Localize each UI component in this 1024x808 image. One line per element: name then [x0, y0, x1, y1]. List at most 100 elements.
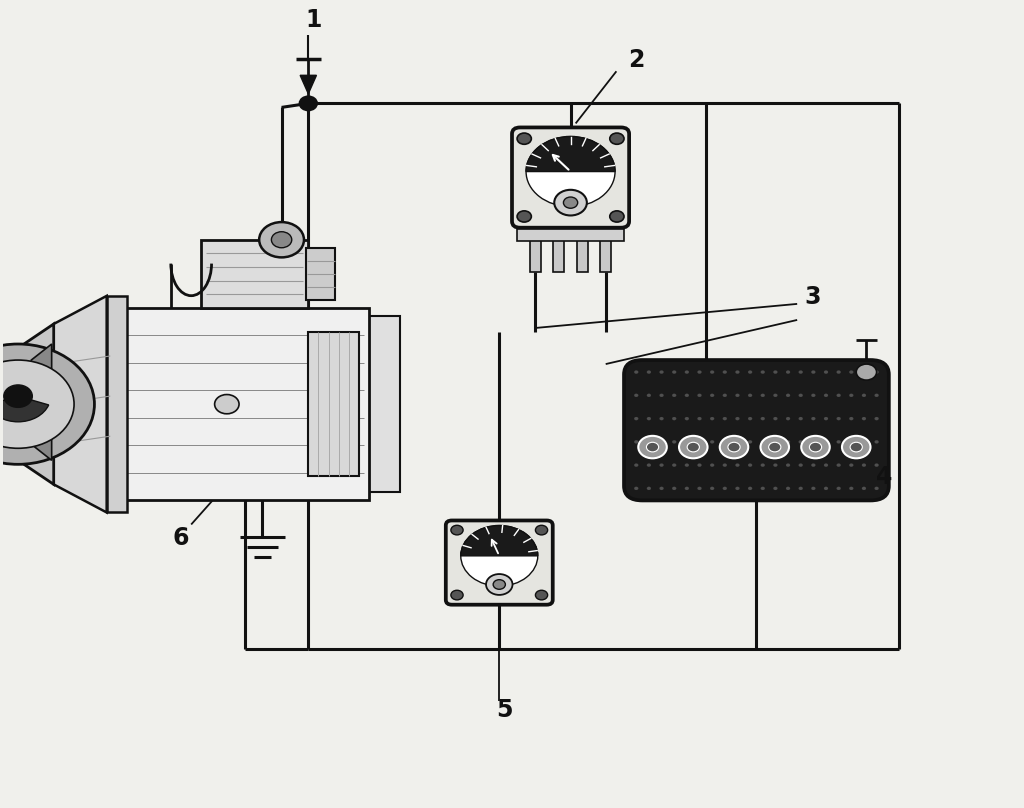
Circle shape: [728, 442, 740, 452]
Circle shape: [761, 440, 765, 444]
Circle shape: [749, 371, 753, 373]
Circle shape: [634, 486, 638, 490]
FancyBboxPatch shape: [445, 520, 553, 604]
Circle shape: [672, 393, 676, 397]
Circle shape: [849, 486, 853, 490]
Wedge shape: [461, 525, 538, 556]
Circle shape: [647, 464, 651, 467]
Polygon shape: [32, 344, 51, 461]
Circle shape: [672, 486, 676, 490]
Circle shape: [697, 440, 701, 444]
Circle shape: [685, 371, 689, 373]
Circle shape: [563, 197, 578, 208]
Bar: [517, 229, 624, 242]
Text: 1: 1: [305, 8, 322, 32]
Circle shape: [554, 190, 587, 216]
Circle shape: [809, 442, 821, 452]
Circle shape: [761, 417, 765, 420]
Circle shape: [862, 371, 866, 373]
Circle shape: [799, 371, 803, 373]
Circle shape: [862, 464, 866, 467]
Circle shape: [842, 436, 870, 458]
Circle shape: [720, 436, 749, 458]
Circle shape: [786, 464, 791, 467]
Circle shape: [824, 464, 828, 467]
Circle shape: [672, 417, 676, 420]
Bar: [202, 240, 308, 308]
Circle shape: [536, 525, 548, 535]
Bar: [308, 332, 359, 477]
Circle shape: [735, 417, 739, 420]
Polygon shape: [300, 75, 316, 94]
Circle shape: [647, 371, 651, 373]
Circle shape: [811, 417, 815, 420]
Circle shape: [672, 440, 676, 444]
Circle shape: [824, 393, 828, 397]
Circle shape: [710, 440, 714, 444]
Circle shape: [811, 486, 815, 490]
FancyBboxPatch shape: [512, 128, 629, 228]
Circle shape: [735, 393, 739, 397]
Circle shape: [647, 417, 651, 420]
Circle shape: [773, 393, 777, 397]
Circle shape: [259, 222, 304, 258]
Bar: [600, 232, 611, 271]
Circle shape: [811, 440, 815, 444]
Circle shape: [451, 525, 463, 535]
Circle shape: [799, 440, 803, 444]
Circle shape: [609, 133, 624, 145]
Circle shape: [659, 440, 664, 444]
Circle shape: [799, 417, 803, 420]
Circle shape: [874, 464, 879, 467]
Circle shape: [773, 440, 777, 444]
Bar: [553, 232, 564, 271]
Circle shape: [849, 440, 853, 444]
Circle shape: [672, 371, 676, 373]
Circle shape: [646, 442, 658, 452]
Circle shape: [849, 393, 853, 397]
Circle shape: [710, 464, 714, 467]
Circle shape: [4, 385, 33, 407]
Circle shape: [634, 417, 638, 420]
Circle shape: [710, 393, 714, 397]
Wedge shape: [0, 396, 49, 422]
Circle shape: [271, 232, 292, 248]
Polygon shape: [18, 324, 53, 484]
Circle shape: [749, 393, 753, 397]
Circle shape: [749, 417, 753, 420]
Text: 3: 3: [804, 285, 820, 309]
Circle shape: [773, 371, 777, 373]
Circle shape: [0, 344, 94, 465]
Circle shape: [723, 486, 727, 490]
Circle shape: [874, 393, 879, 397]
Circle shape: [634, 440, 638, 444]
Circle shape: [634, 464, 638, 467]
Circle shape: [659, 486, 664, 490]
Circle shape: [824, 371, 828, 373]
Circle shape: [685, 393, 689, 397]
Circle shape: [517, 211, 531, 222]
Circle shape: [862, 440, 866, 444]
Circle shape: [849, 417, 853, 420]
Polygon shape: [53, 296, 106, 512]
Circle shape: [517, 133, 531, 145]
Circle shape: [536, 591, 548, 600]
Circle shape: [710, 486, 714, 490]
Circle shape: [749, 486, 753, 490]
Circle shape: [659, 417, 664, 420]
Circle shape: [799, 464, 803, 467]
Circle shape: [486, 574, 512, 595]
Circle shape: [659, 464, 664, 467]
Circle shape: [494, 579, 506, 589]
Circle shape: [647, 440, 651, 444]
Circle shape: [837, 464, 841, 467]
Circle shape: [874, 440, 879, 444]
Circle shape: [769, 442, 781, 452]
Circle shape: [710, 417, 714, 420]
Circle shape: [679, 436, 708, 458]
Circle shape: [761, 486, 765, 490]
Circle shape: [786, 486, 791, 490]
Circle shape: [862, 393, 866, 397]
Circle shape: [837, 393, 841, 397]
Circle shape: [0, 360, 74, 448]
